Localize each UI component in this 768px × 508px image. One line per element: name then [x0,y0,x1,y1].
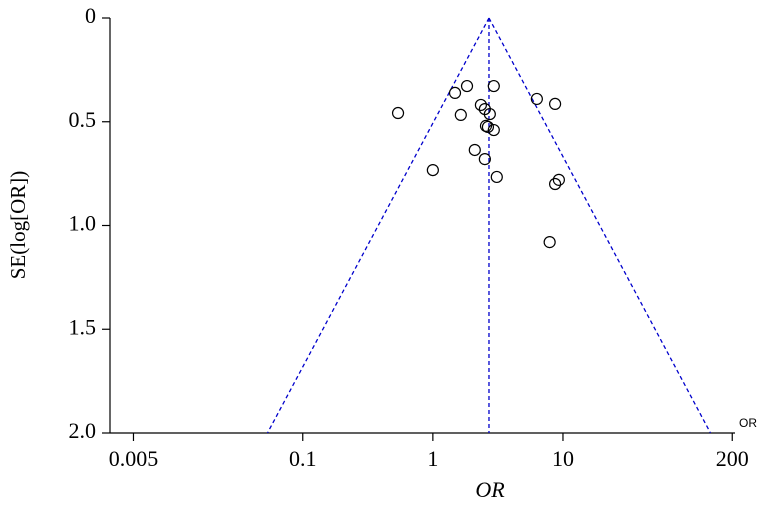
y-tick-label: 1.5 [69,314,97,339]
y-tick-label: 2.0 [69,418,97,443]
x-tick-label: 0.005 [109,446,159,471]
y-tick-label: 1.0 [69,211,97,236]
point [474,98,487,112]
point [479,119,493,133]
point [448,86,462,100]
point [487,79,500,93]
point [460,79,474,93]
point [481,120,495,134]
point [483,107,496,121]
point [454,108,467,122]
x-tick-label: 0.1 [289,446,317,471]
point [548,97,562,111]
x-tick-label: 1 [427,446,438,471]
y-axis-label: SE(log[OR]) [6,171,30,280]
point [530,92,543,106]
corner-label: OR [739,416,757,430]
funnel-left [266,17,490,434]
point [543,236,556,249]
x-tick-label: 200 [716,446,749,471]
point [391,106,405,120]
x-tick-label: 10 [552,446,574,471]
x-axis-label: OR [475,477,505,502]
point [490,170,503,184]
point [468,143,481,157]
point [552,173,565,186]
point [548,177,562,191]
funnel-right [488,17,712,434]
point [478,153,491,166]
y-tick-label: 0 [85,3,96,28]
point [487,123,500,137]
point [426,163,439,177]
y-tick-label: 0.5 [69,107,97,132]
